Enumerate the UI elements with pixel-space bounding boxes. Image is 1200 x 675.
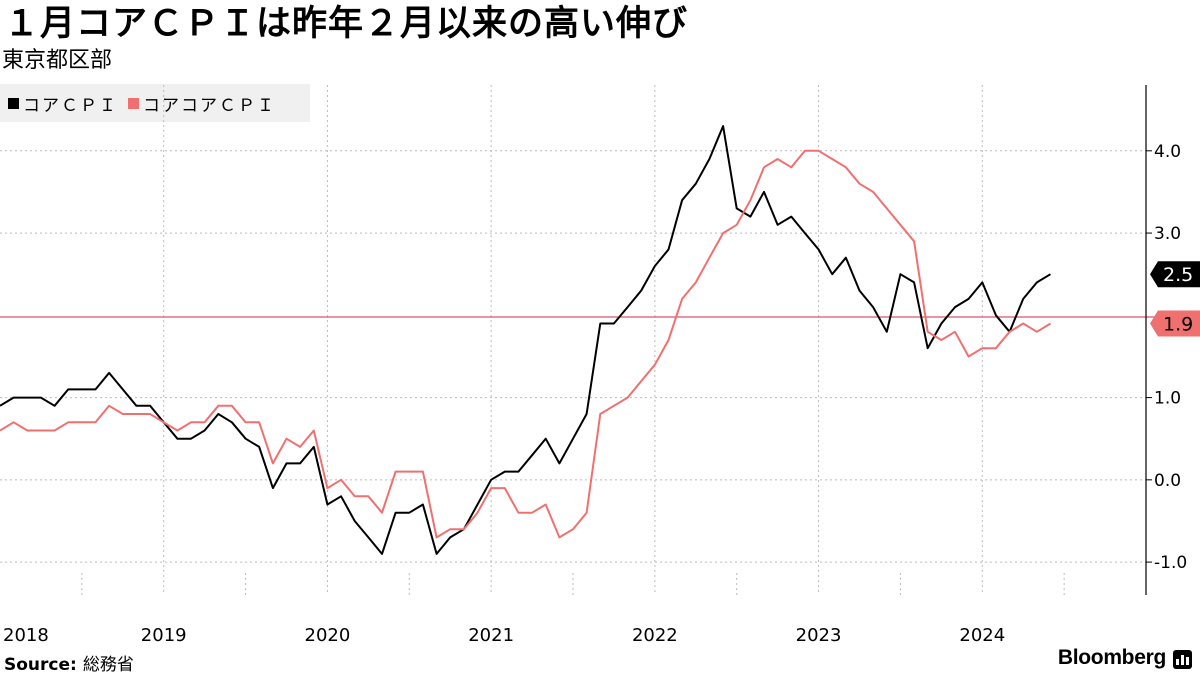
y-tick-label-1: 0.0 [1154,471,1181,491]
y-tick-label-0: -1.0 [1154,553,1187,573]
x-tick-label-2021: 2021 [468,625,514,646]
x-tick-label-2023: 2023 [796,625,842,646]
axes: -1.0 0.0 1.0 3.0 4.0 2018 2019 2020 2021 2022 2023… [3,85,1187,646]
last-value-labels: 2.5 1.9 [1150,261,1200,337]
x-tick-label-2020: 2020 [305,625,351,646]
source-label: Source: [4,655,77,675]
legend-item-core-cpi: コアＣＰＩ [8,91,118,116]
legend: コアＣＰＩ コアコアＣＰＩ [0,84,310,122]
x-tick-label-2019: 2019 [141,625,187,646]
source-note: Source: 総務省 [4,650,134,675]
bloomberg-logo: Bloomberg [1057,646,1166,669]
chart-subtitle: 東京都区部 [2,48,113,73]
last-value-label-1: 1.9 [1163,314,1193,336]
x-tick-label-2022: 2022 [632,625,678,646]
legend-swatch-core-core-cpi [128,97,139,109]
chart-title: １月コアＣＰＩは昨年２月以来の高い伸び [4,4,689,44]
last-value-tag-0 [1150,261,1200,288]
series-layer [0,125,1052,555]
y-tick-label-3: 3.0 [1154,224,1181,244]
legend-label-core-cpi: コアＣＰＩ [23,95,118,116]
legend-item-core-core-cpi: コアコアＣＰＩ [128,91,276,116]
grid [0,85,1146,595]
series-line-1 [0,149,1052,539]
bloomberg-terminal-icon [1173,650,1192,669]
source-name: 総務省 [82,655,134,675]
y-tick-label-4: 4.0 [1154,142,1181,162]
last-value-label-0: 2.5 [1163,264,1193,286]
last-value-tag-1 [1150,310,1200,337]
series-line-0 [0,125,1052,555]
x-tick-label-2024: 2024 [959,625,1005,646]
y-tick-label-2: 1.0 [1154,389,1181,409]
legend-label-core-core-cpi: コアコアＣＰＩ [143,95,276,116]
legend-swatch-core-cpi [8,97,19,109]
x-tick-label-2018: 2018 [3,625,49,646]
